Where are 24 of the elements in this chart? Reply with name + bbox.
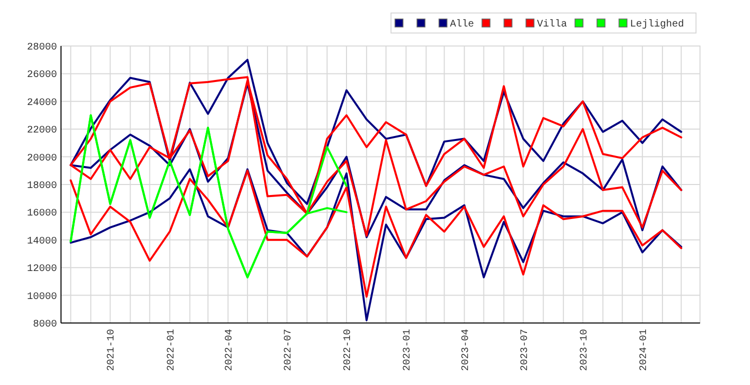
x-tick-label: 2023-04 [460, 329, 472, 372]
x-tick-label: 2022-10 [343, 329, 354, 372]
x-tick-label: 2023-07 [520, 329, 531, 372]
y-tick-label: 18000 [26, 181, 57, 192]
y-tick-label: 24000 [26, 98, 57, 109]
x-tick-label: 2022-04 [224, 329, 236, 372]
y-tick-label: 28000 [26, 42, 57, 54]
x-tick-label: 2023-10 [579, 329, 590, 372]
y-tick-label: 12000 [26, 264, 57, 276]
x-tick-label: 2024-01 [638, 329, 650, 372]
legend-label: Lejlighed [630, 18, 684, 30]
x-tick-label: 2022-07 [283, 329, 294, 372]
x-tick-label: 2022-01 [166, 329, 178, 372]
legend-label: Villa [537, 18, 568, 30]
y-tick-label: 14000 [26, 236, 57, 248]
y-tick-label: 16000 [26, 208, 57, 220]
x-tick-label: 2023-01 [402, 329, 414, 372]
y-tick-label: 22000 [26, 126, 57, 137]
y-tick-label: 20000 [26, 153, 57, 164]
y-tick-label: 26000 [26, 70, 57, 82]
y-tick-label: 8000 [32, 320, 57, 330]
y-tick-label: 10000 [26, 292, 57, 303]
legend-label: Alle [450, 18, 474, 30]
x-tick-label: 2021-10 [106, 329, 118, 372]
